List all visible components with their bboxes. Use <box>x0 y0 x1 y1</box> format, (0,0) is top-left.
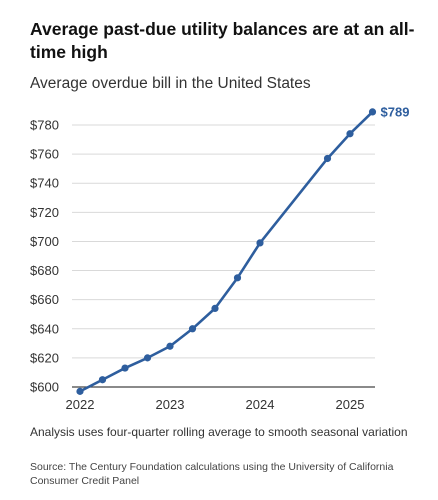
y-tick-label: $620 <box>30 350 59 365</box>
data-point <box>166 342 174 350</box>
data-point <box>256 239 264 247</box>
line-chart: $600 $620 $640 $660 $680 $700 $720 $740 $760 $780… <box>30 104 410 412</box>
y-tick-label: $780 <box>30 118 59 133</box>
y-tick-label: $720 <box>30 205 59 220</box>
y-tick-label: $700 <box>30 234 59 249</box>
y-tick-label: $760 <box>30 147 59 162</box>
x-tick-label: 2023 <box>156 397 185 412</box>
chart-title: Average past-due utility balances are at… <box>30 19 415 62</box>
x-tick-label: 2025 <box>336 397 365 412</box>
data-point <box>121 364 129 372</box>
y-tick-label: $680 <box>30 263 59 278</box>
x-tick-label: 2024 <box>246 397 275 412</box>
y-tick-label: $660 <box>30 292 59 307</box>
end-value-label: $789 <box>381 104 410 119</box>
data-point <box>323 154 332 163</box>
data-point <box>188 325 197 333</box>
series-line <box>78 110 374 393</box>
data-point <box>143 354 152 362</box>
data-point <box>346 130 354 138</box>
y-tick-label: $740 <box>30 176 59 191</box>
y-tick-label: $600 <box>30 380 59 395</box>
data-point <box>233 274 242 282</box>
source-note: Source: The Century Foundation calculati… <box>30 461 394 487</box>
methodology-note: Analysis uses four-quarter rolling avera… <box>30 425 408 439</box>
data-point <box>211 304 219 312</box>
data-point <box>98 376 107 384</box>
x-tick-label: 2022 <box>66 397 95 412</box>
data-point <box>368 108 377 116</box>
y-tick-label: $640 <box>30 321 59 336</box>
chart-subtitle: Average overdue bill in the United State… <box>30 75 311 92</box>
data-point <box>76 387 84 395</box>
